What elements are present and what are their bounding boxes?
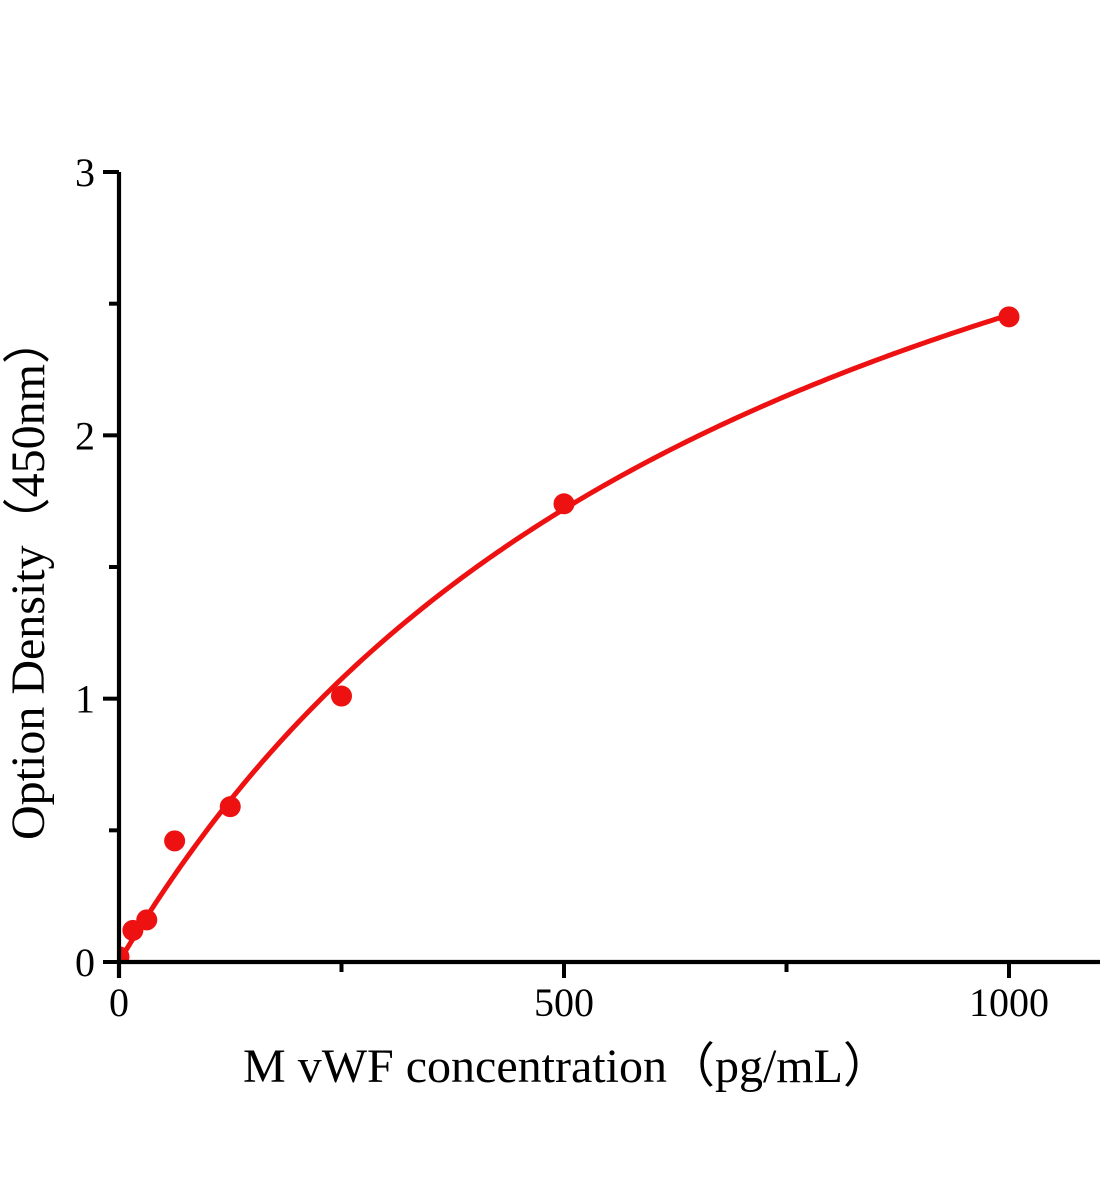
y-tick-label: 0: [75, 940, 95, 985]
x-tick-label: 500: [534, 980, 594, 1025]
y-tick-label: 1: [75, 677, 95, 722]
y-tick-label: 2: [75, 413, 95, 458]
plot-root: 0 500 1000 0 1 2 3: [75, 150, 1100, 1025]
data-point: [331, 685, 352, 707]
x-axis-title: M vWF concentration（pg/mL）: [243, 1040, 891, 1093]
data-point: [119, 946, 130, 962]
x-tick-label: 0: [109, 980, 129, 1025]
data-point: [553, 493, 575, 515]
y-axis-title: Option Density（450nm）: [2, 316, 55, 840]
data-point: [998, 306, 1020, 328]
data-point: [164, 830, 186, 852]
data-point: [219, 796, 241, 818]
x-tick-label: 1000: [969, 980, 1049, 1025]
data-point: [136, 909, 158, 931]
fit-curve: [119, 312, 1010, 962]
y-tick-label: 3: [75, 150, 95, 195]
